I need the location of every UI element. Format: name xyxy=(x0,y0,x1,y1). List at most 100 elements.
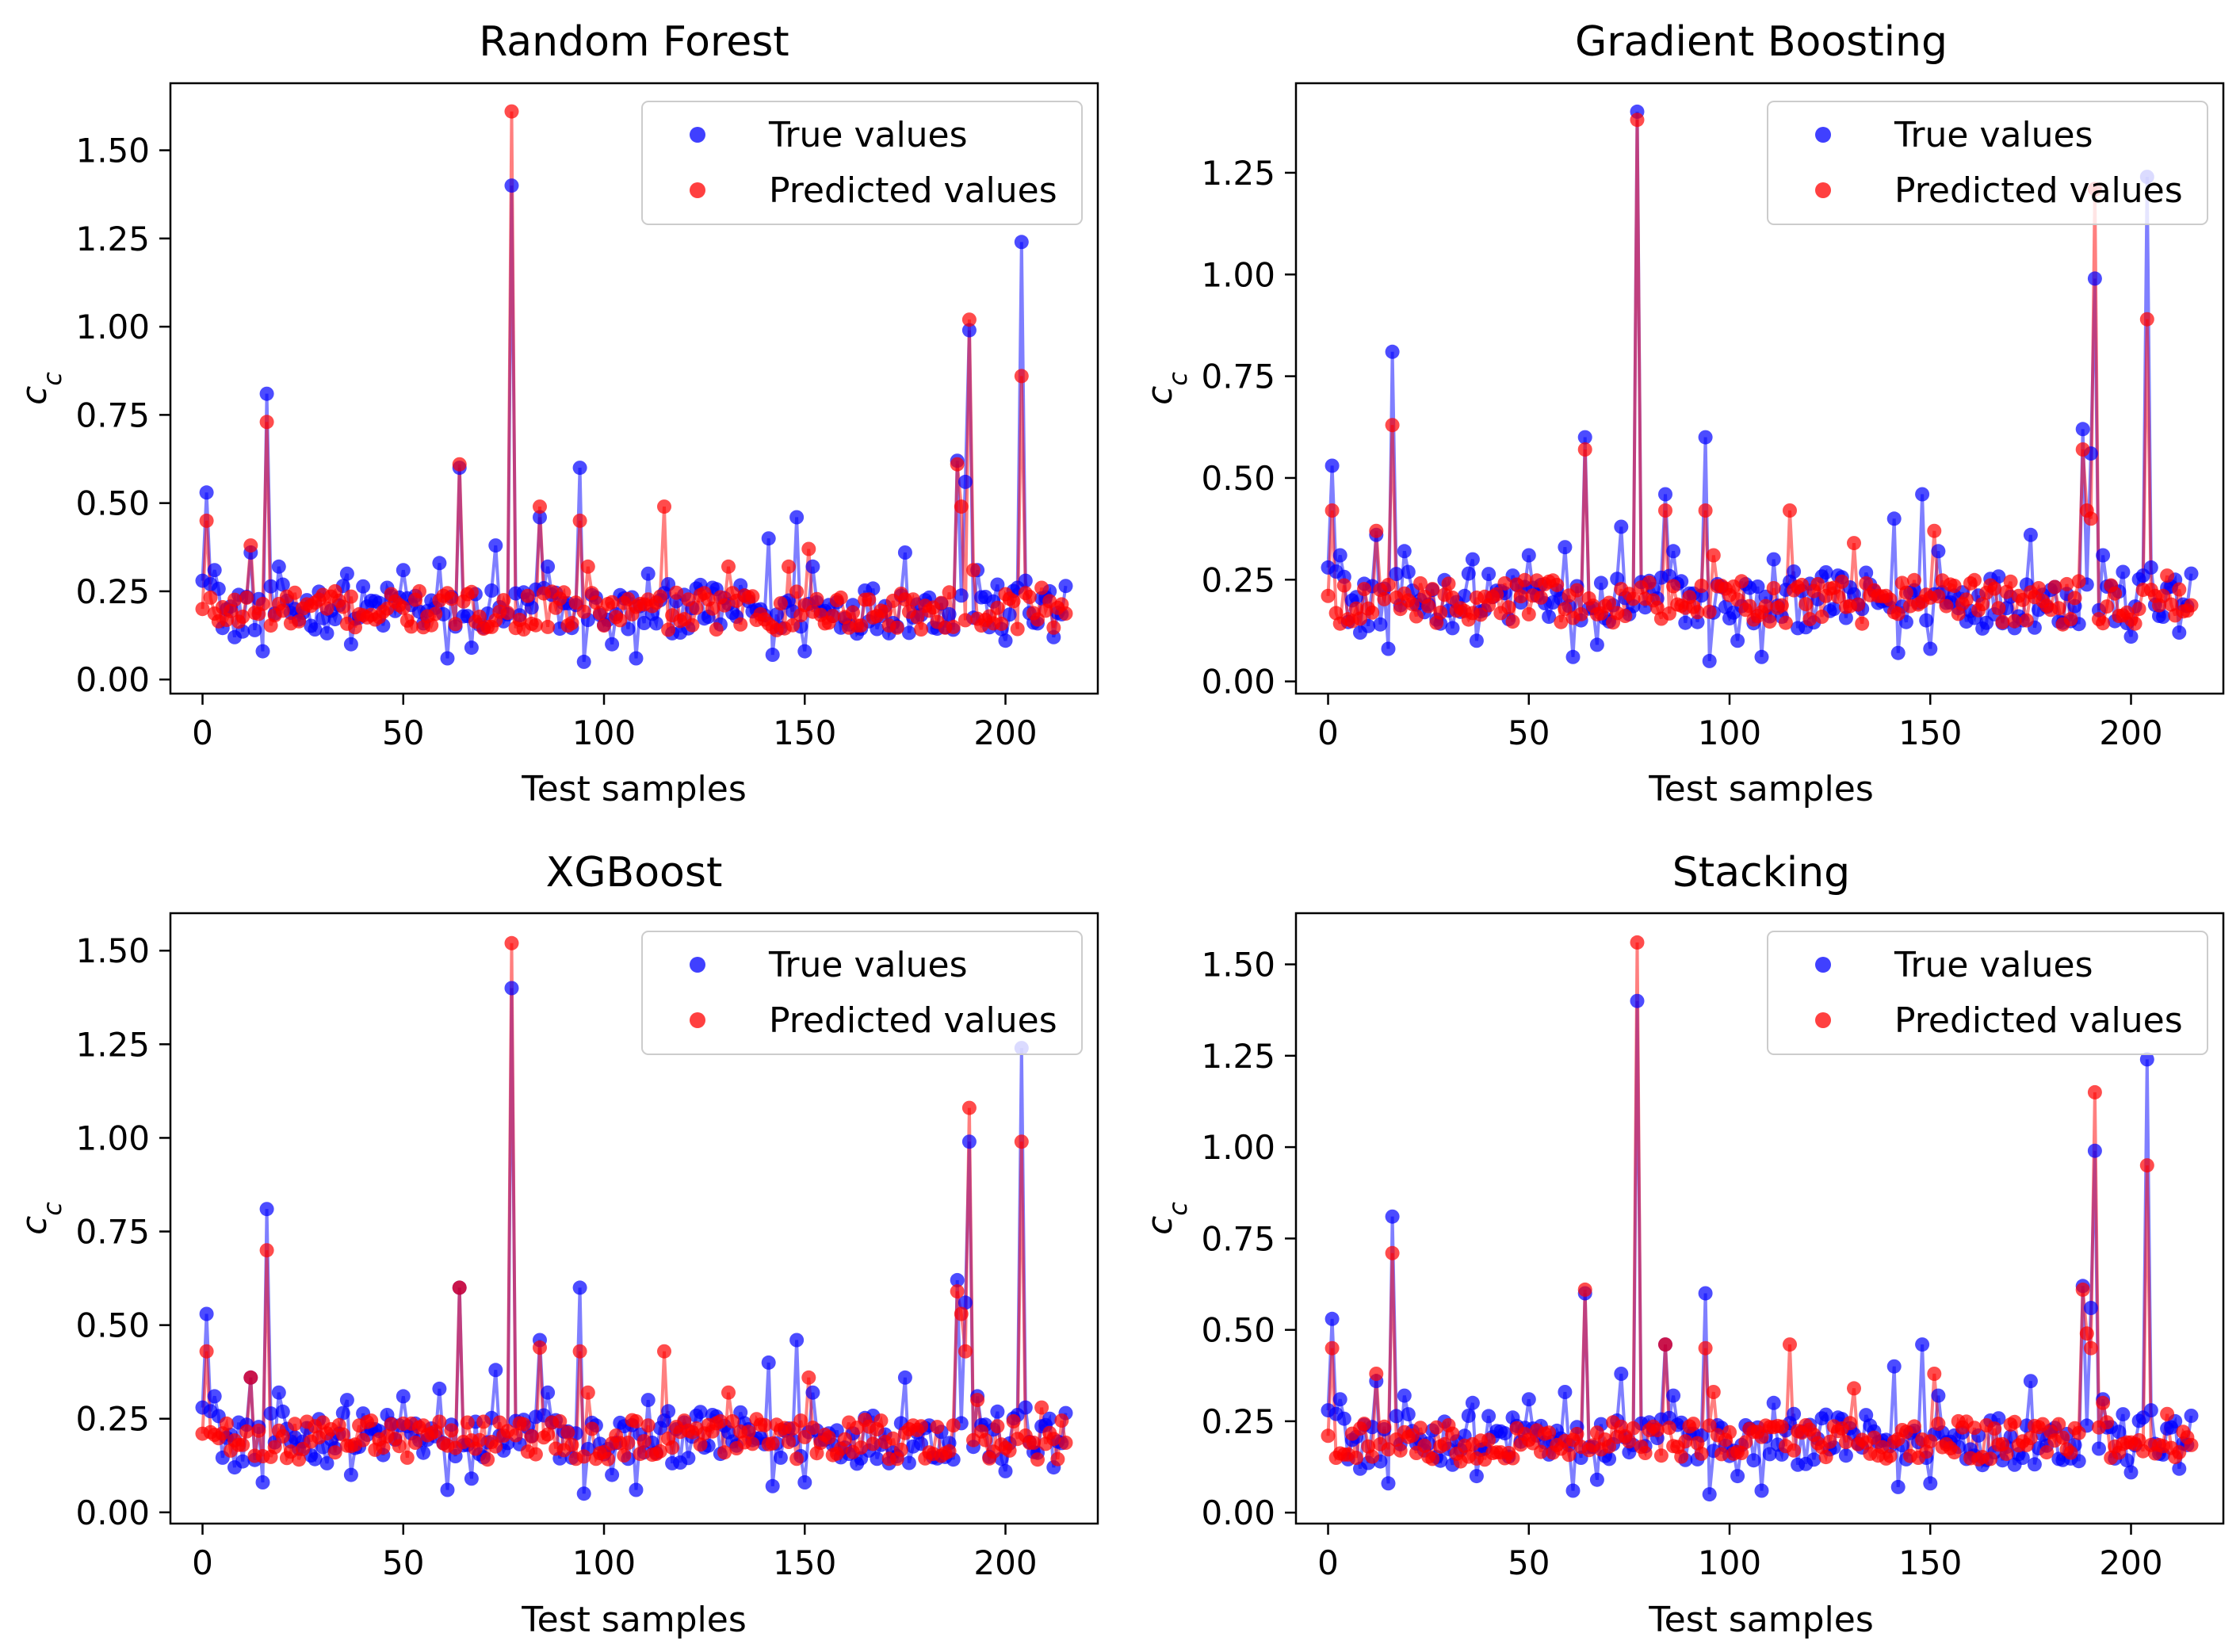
true-value-point xyxy=(1931,1388,1946,1403)
predicted-value-point xyxy=(1653,1448,1669,1463)
y-tick-label: 0.00 xyxy=(75,660,150,699)
predicted-value-point xyxy=(572,513,587,528)
true-value-point xyxy=(1766,1395,1781,1410)
predicted-value-point xyxy=(1353,611,1367,626)
predicted-value-point xyxy=(2063,612,2078,627)
predicted-value-point xyxy=(1642,575,1657,590)
true-value-point xyxy=(1397,544,1412,559)
predicted-value-point xyxy=(516,1417,531,1432)
y-tick-label: 0.50 xyxy=(75,1306,150,1345)
y-tick-label: 0.00 xyxy=(1201,663,1275,702)
predicted-value-point xyxy=(288,585,302,600)
true-value-point xyxy=(2156,610,2170,624)
predicted-value-point xyxy=(335,599,350,614)
y-tick-label: 0.25 xyxy=(1201,1402,1275,1441)
predicted-value-point xyxy=(584,1421,599,1436)
predicted-value-point xyxy=(399,1450,415,1465)
predicted-value-point xyxy=(2160,568,2175,583)
y-tick-label: 1.00 xyxy=(1201,1128,1275,1167)
predicted-value-point xyxy=(1058,606,1073,621)
predicted-value-point xyxy=(1321,588,1336,603)
true-value-point xyxy=(235,1454,250,1469)
predicted-value-point xyxy=(2096,616,2111,631)
predicted-value-point xyxy=(239,590,254,605)
predicted-value-point xyxy=(789,1451,805,1467)
predicted-value-point xyxy=(335,1427,350,1442)
true-value-point xyxy=(2116,1407,2131,1422)
predicted-value-point xyxy=(1814,610,1829,624)
predicted-value-point xyxy=(961,312,977,327)
predicted-value-point xyxy=(1381,577,1396,592)
predicted-value-point xyxy=(396,600,411,615)
predicted-value-point xyxy=(1618,609,1633,623)
true-value-point xyxy=(636,616,652,630)
true-value-point xyxy=(1698,1286,1713,1301)
predicted-value-point xyxy=(1698,1340,1713,1356)
predicted-value-point xyxy=(541,619,556,634)
true-value-point xyxy=(1465,1395,1480,1410)
predicted-value-point xyxy=(1649,1423,1665,1437)
predicted-value-point xyxy=(500,606,515,621)
predicted-value-point xyxy=(665,1440,680,1455)
predicted-value-point xyxy=(504,104,519,119)
predicted-value-point xyxy=(2007,1414,2022,1429)
axes-frame xyxy=(169,82,1099,695)
predicted-value-point xyxy=(1577,1282,1592,1297)
predicted-value-point xyxy=(893,1442,908,1457)
legend: True values Predicted values xyxy=(1767,931,2208,1055)
y-tick-label: 0.75 xyxy=(1201,358,1275,396)
predicted-value-point xyxy=(1774,1419,1789,1434)
predicted-value-point xyxy=(1002,1443,1017,1458)
true-value-point xyxy=(954,588,969,603)
predicted-value-point xyxy=(1622,1434,1637,1449)
true-value-point xyxy=(255,644,270,659)
true-value-point xyxy=(789,1333,805,1348)
legend: True values Predicted values xyxy=(1767,101,2208,225)
predicted-value-point xyxy=(597,618,611,633)
true-value-point xyxy=(255,1475,270,1489)
true-value-point xyxy=(897,1370,912,1385)
predicted-value-point xyxy=(364,1413,379,1428)
predicted-value-point xyxy=(1550,577,1565,592)
predicted-value-point xyxy=(950,457,965,472)
predicted-value-point xyxy=(906,592,920,607)
true-value-point xyxy=(1886,511,1902,526)
predicted-value-point xyxy=(1658,503,1672,518)
legend-true-marker xyxy=(690,127,705,143)
predicted-value-point xyxy=(2131,1432,2146,1447)
predicted-value-point xyxy=(1517,572,1532,587)
predicted-value-point xyxy=(1754,1429,1769,1444)
true-value-point xyxy=(640,1393,656,1408)
predicted-value-point xyxy=(1702,604,1717,619)
true-value-point xyxy=(681,1451,696,1466)
predicted-value-point xyxy=(793,1413,808,1428)
predicted-value-point xyxy=(1385,1245,1400,1260)
predicted-value-point xyxy=(1481,1432,1497,1447)
predicted-value-point xyxy=(533,1340,547,1355)
predicted-value-point xyxy=(1501,600,1516,615)
predicted-value-point xyxy=(1325,1340,1340,1356)
predicted-value-point xyxy=(1336,578,1351,593)
true-value-point xyxy=(464,641,479,656)
x-axis-label: Test samples xyxy=(1648,769,1874,809)
predicted-value-point xyxy=(757,1417,772,1432)
predicted-value-point xyxy=(2019,613,2034,628)
true-value-point xyxy=(1787,1406,1802,1421)
predicted-value-point xyxy=(541,1427,556,1442)
true-value-point xyxy=(769,607,784,622)
predicted-value-point xyxy=(1357,1417,1372,1432)
predicted-value-point xyxy=(990,1419,1005,1434)
y-tick-label: 1.00 xyxy=(1201,255,1275,294)
true-value-point xyxy=(1542,610,1557,624)
true-value-point xyxy=(1694,588,1709,603)
true-value-point xyxy=(605,1467,620,1482)
true-value-point xyxy=(533,510,547,525)
predicted-value-point xyxy=(1030,1452,1045,1467)
predicted-value-point xyxy=(2067,591,2082,606)
predicted-value-point xyxy=(528,1447,543,1462)
true-value-point xyxy=(343,1467,358,1482)
true-value-point xyxy=(1838,610,1853,625)
predicted-value-point xyxy=(528,618,543,633)
predicted-value-point xyxy=(1690,605,1705,620)
subplot-title: XGBoost xyxy=(546,849,723,897)
